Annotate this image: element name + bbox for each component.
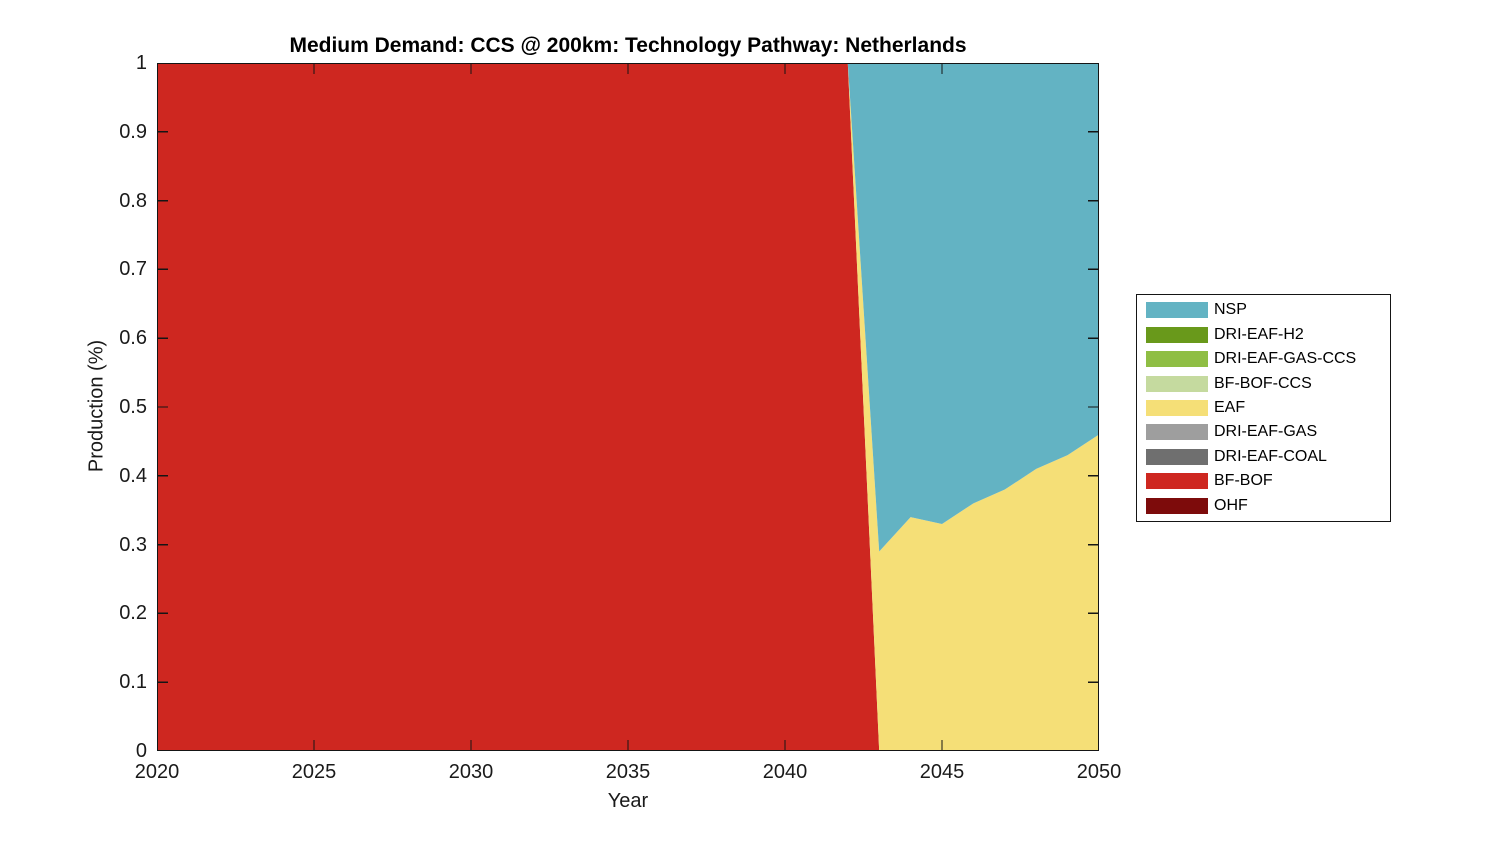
legend-swatch-icon (1146, 497, 1208, 514)
legend-item: EAF (1137, 396, 1390, 420)
chart-title: Medium Demand: CCS @ 200km: Technology P… (289, 34, 967, 57)
x-tick-label: 2020 (134, 761, 180, 783)
y-tick-label: 0.7 (119, 258, 147, 281)
y-tick-label: 1 (135, 52, 147, 74)
legend: NSP DRI-EAF-H2 DRI-EAF-GAS-CCS BF-BOF-CCS EA… (1136, 294, 1391, 522)
legend-swatch-icon (1146, 424, 1208, 441)
legend-label: EAF (1214, 398, 1246, 416)
x-tick-label: 2045 (919, 761, 965, 783)
x-axis-title: Year (607, 790, 649, 812)
axis-tick-marks (157, 63, 1099, 751)
legend-item: DRI-EAF-GAS (1137, 420, 1390, 444)
y-tick-label: 0.6 (119, 327, 147, 350)
legend-swatch-icon (1146, 399, 1208, 416)
plot-area (157, 63, 1099, 751)
y-tick-label: 0 (135, 740, 147, 762)
area-BF-BOF (157, 63, 1099, 751)
legend-item: DRI-EAF-H2 (1137, 323, 1390, 347)
legend-item: BF-BOF-CCS (1137, 372, 1390, 396)
x-tick-label: 2040 (762, 761, 808, 783)
legend-item: NSP (1137, 298, 1390, 322)
legend-swatch-icon (1146, 473, 1208, 490)
legend-label: DRI-EAF-H2 (1214, 325, 1304, 343)
y-tick-label: 0.9 (119, 120, 147, 143)
plot-border (157, 63, 1099, 751)
y-tick-label: 0.3 (119, 533, 147, 556)
y-axis-title: Production (%) (85, 339, 108, 473)
legend-item: BF-BOF (1137, 469, 1390, 493)
legend-swatch-icon (1146, 448, 1208, 465)
legend-label: NSP (1214, 301, 1247, 319)
legend-label: DRI-EAF-COAL (1214, 447, 1327, 465)
x-tick-label: 2025 (291, 761, 337, 783)
y-tick-label: 0.1 (119, 671, 147, 694)
y-tick-label: 0.4 (119, 464, 147, 487)
y-tick-label: 0.5 (119, 396, 147, 418)
legend-label: DRI-EAF-GAS-CCS (1214, 350, 1357, 368)
legend-label: OHF (1214, 496, 1248, 514)
x-tick-label: 2035 (605, 761, 651, 783)
legend-label: BF-BOF-CCS (1214, 374, 1312, 392)
legend-item: OHF (1137, 494, 1390, 518)
legend-swatch-icon (1146, 375, 1208, 392)
x-tick-label: 2050 (1076, 761, 1122, 783)
legend-label: DRI-EAF-GAS (1214, 423, 1318, 441)
legend-item: DRI-EAF-COAL (1137, 445, 1390, 469)
legend-swatch-icon (1146, 326, 1208, 343)
legend-item: DRI-EAF-GAS-CCS (1137, 347, 1390, 371)
y-tick-label: 0.2 (119, 602, 147, 625)
legend-swatch-icon (1146, 302, 1208, 319)
area-NSP (157, 63, 1099, 552)
legend-label: BF-BOF (1214, 472, 1273, 490)
x-tick-label: 2030 (448, 761, 494, 783)
legend-swatch-icon (1146, 351, 1208, 368)
stacked-area-series (157, 63, 1099, 751)
area-EAF (157, 63, 1099, 751)
y-tick-label: 0.8 (119, 189, 147, 212)
